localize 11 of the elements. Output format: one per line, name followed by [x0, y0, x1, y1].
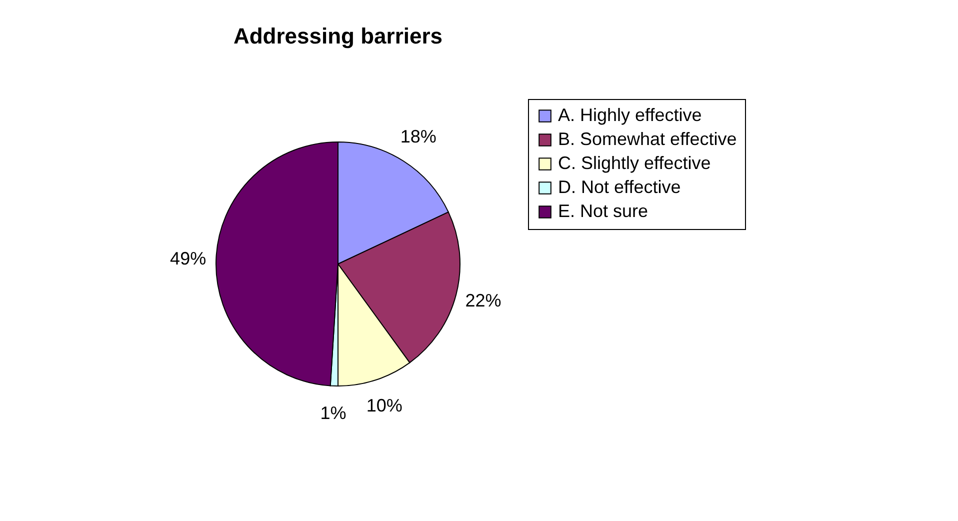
data-label: 10%: [366, 396, 402, 416]
chart-title: Addressing barriers: [233, 24, 443, 48]
legend-label: C. Slightly effective: [558, 153, 711, 173]
data-label: 1%: [320, 402, 346, 423]
legend-label: D. Not effective: [558, 177, 681, 197]
data-label: 18%: [400, 126, 436, 146]
data-label: 49%: [170, 248, 206, 268]
legend-label: A. Highly effective: [558, 105, 702, 125]
legend-label: B. Somewhat effective: [558, 129, 737, 149]
data-label: 22%: [465, 290, 502, 310]
legend-label: E. Not sure: [558, 201, 648, 221]
